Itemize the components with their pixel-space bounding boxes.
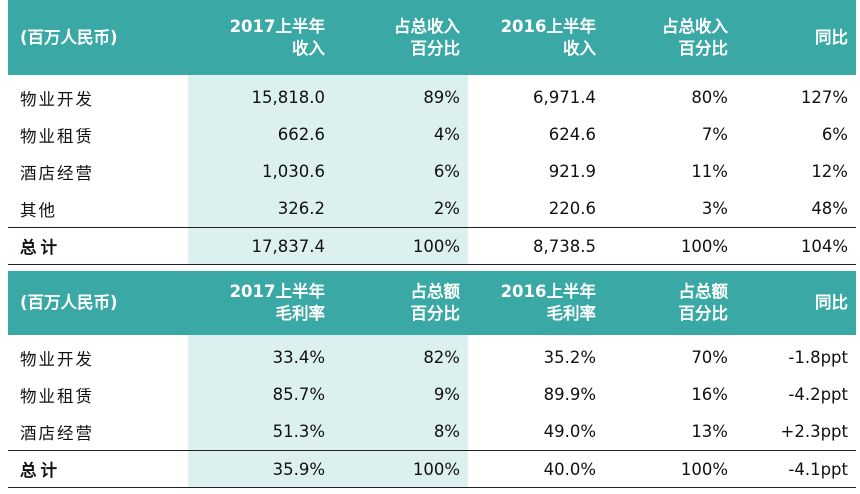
cell-2016: 89.9% <box>543 385 596 404</box>
cell-2016-share: 13% <box>691 422 728 441</box>
cell-2016: 220.6 <box>548 199 596 218</box>
cell-2017-share: 8% <box>333 413 468 451</box>
header-2017-margin: 2017上半年 毛利率 <box>188 271 333 335</box>
cell-yoy: -1.8ppt <box>788 348 848 367</box>
row-label: 物业租赁 <box>20 386 94 406</box>
cell-2017: 51.3% <box>188 413 333 451</box>
row-label: 酒店经营 <box>20 423 94 443</box>
cell-yoy: 6% <box>821 125 848 144</box>
cell-2016-share: 16% <box>691 385 728 404</box>
total-row: 总计 17,837.4 100% 8,738.5 100% 104% <box>8 227 856 265</box>
total-2016-share: 100% <box>604 227 736 265</box>
row-label: 物业开发 <box>20 349 94 369</box>
total-2016: 40.0% <box>468 450 604 488</box>
cell-2016: 921.9 <box>548 162 596 181</box>
total-label: 总计 <box>8 450 188 488</box>
total-2017: 17,837.4 <box>188 227 333 265</box>
gross-margin-table: (百万人民币) 2017上半年 毛利率 占总额 百分比 2016上半年 毛利率 … <box>8 271 856 488</box>
cell-2017-share: 82% <box>333 335 468 376</box>
total-2016: 8,738.5 <box>468 227 604 265</box>
cell-yoy: +2.3ppt <box>780 422 848 441</box>
header-2017-revenue: 2017上半年 收入 <box>188 0 333 75</box>
cell-yoy: -4.2ppt <box>788 385 848 404</box>
table-row: 物业租赁 85.7% 9% 89.9% 16% -4.2ppt <box>8 376 856 413</box>
header-2016-margin: 2016上半年 毛利率 <box>468 271 604 335</box>
table-row: 物业开发 33.4% 82% 35.2% 70% -1.8ppt <box>8 335 856 376</box>
table-row: 其他 326.2 2% 220.6 3% 48% <box>8 190 856 228</box>
cell-2016-share: 3% <box>701 199 728 218</box>
cell-yoy: 48% <box>811 199 848 218</box>
revenue-table: (百万人民币) 2017上半年 收入 占总收入 百分比 2016上半年 收入 占… <box>8 0 856 265</box>
cell-2017: 326.2 <box>188 190 333 228</box>
cell-2016: 35.2% <box>543 348 596 367</box>
total-yoy: -4.1ppt <box>736 450 856 488</box>
cell-2016: 6,971.4 <box>533 88 596 107</box>
header-2016-share: 占总额 百分比 <box>604 271 736 335</box>
cell-2016: 49.0% <box>543 422 596 441</box>
total-row: 总计 35.9% 100% 40.0% 100% -4.1ppt <box>8 450 856 488</box>
row-label: 物业租赁 <box>20 126 94 146</box>
cell-2017: 33.4% <box>188 335 333 376</box>
total-2016-share: 100% <box>604 450 736 488</box>
table-header-row: (百万人民币) 2017上半年 毛利率 占总额 百分比 2016上半年 毛利率 … <box>8 271 856 335</box>
cell-2016-share: 80% <box>691 88 728 107</box>
table-row: 物业开发 15,818.0 89% 6,971.4 80% 127% <box>8 75 856 116</box>
cell-2016-share: 70% <box>691 348 728 367</box>
cell-2017: 15,818.0 <box>188 75 333 116</box>
row-label: 其他 <box>20 200 57 220</box>
cell-2017-share: 89% <box>333 75 468 116</box>
cell-2017-share: 6% <box>333 153 468 190</box>
header-2016-revenue: 2016上半年 收入 <box>468 0 604 75</box>
header-2016-share: 占总收入 百分比 <box>604 0 736 75</box>
cell-2017: 85.7% <box>188 376 333 413</box>
cell-2017-share: 9% <box>333 376 468 413</box>
header-unit-label: (百万人民币) <box>8 0 188 75</box>
cell-2017-share: 4% <box>333 116 468 153</box>
row-label: 物业开发 <box>20 89 94 109</box>
cell-2017: 662.6 <box>188 116 333 153</box>
row-label: 酒店经营 <box>20 163 94 183</box>
total-2017: 35.9% <box>188 450 333 488</box>
table-row: 酒店经营 51.3% 8% 49.0% 13% +2.3ppt <box>8 413 856 451</box>
total-2017-share: 100% <box>333 227 468 265</box>
header-unit-label: (百万人民币) <box>8 271 188 335</box>
table-row: 酒店经营 1,030.6 6% 921.9 11% 12% <box>8 153 856 190</box>
total-2017-share: 100% <box>333 450 468 488</box>
cell-yoy: 12% <box>811 162 848 181</box>
table-header-row: (百万人民币) 2017上半年 收入 占总收入 百分比 2016上半年 收入 占… <box>8 0 856 75</box>
cell-2017-share: 2% <box>333 190 468 228</box>
header-yoy: 同比 <box>736 0 856 75</box>
header-2017-share: 占总收入 百分比 <box>333 0 468 75</box>
total-label: 总计 <box>8 227 188 265</box>
cell-2016-share: 11% <box>691 162 728 181</box>
cell-2017: 1,030.6 <box>188 153 333 190</box>
cell-yoy: 127% <box>800 88 848 107</box>
table-row: 物业租赁 662.6 4% 624.6 7% 6% <box>8 116 856 153</box>
cell-2016-share: 7% <box>701 125 728 144</box>
total-yoy: 104% <box>736 227 856 265</box>
header-2017-share: 占总额 百分比 <box>333 271 468 335</box>
cell-2016: 624.6 <box>548 125 596 144</box>
header-yoy: 同比 <box>736 271 856 335</box>
